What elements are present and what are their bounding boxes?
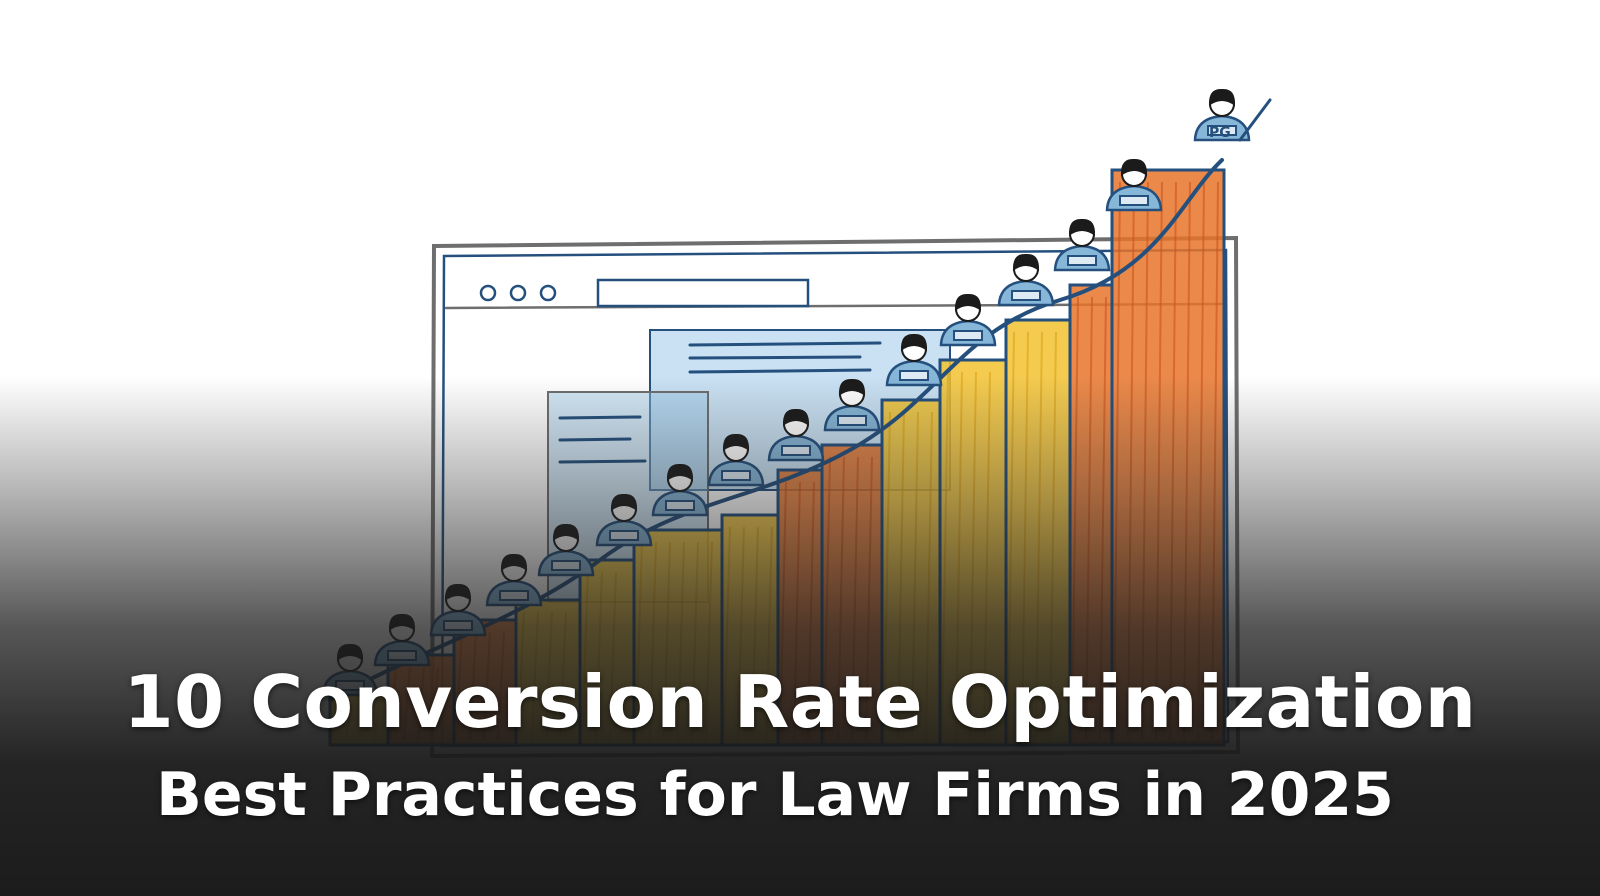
top-figure-badge: PG (1209, 125, 1231, 141)
headline-line-2: Best Practices for Law Firms in 2025 (156, 760, 1394, 830)
window-dot-icon (539, 284, 557, 302)
headline-line-1: 10 Conversion Rate Optimization (123, 660, 1477, 744)
address-bar (596, 278, 810, 308)
person-figure (485, 553, 543, 607)
person-figure (373, 613, 431, 667)
person-figure (429, 583, 487, 637)
person-figure (997, 253, 1055, 307)
window-dot-icon (509, 284, 527, 302)
person-figure (1053, 218, 1111, 272)
person-figure (939, 293, 997, 347)
window-dot-icon (479, 284, 497, 302)
